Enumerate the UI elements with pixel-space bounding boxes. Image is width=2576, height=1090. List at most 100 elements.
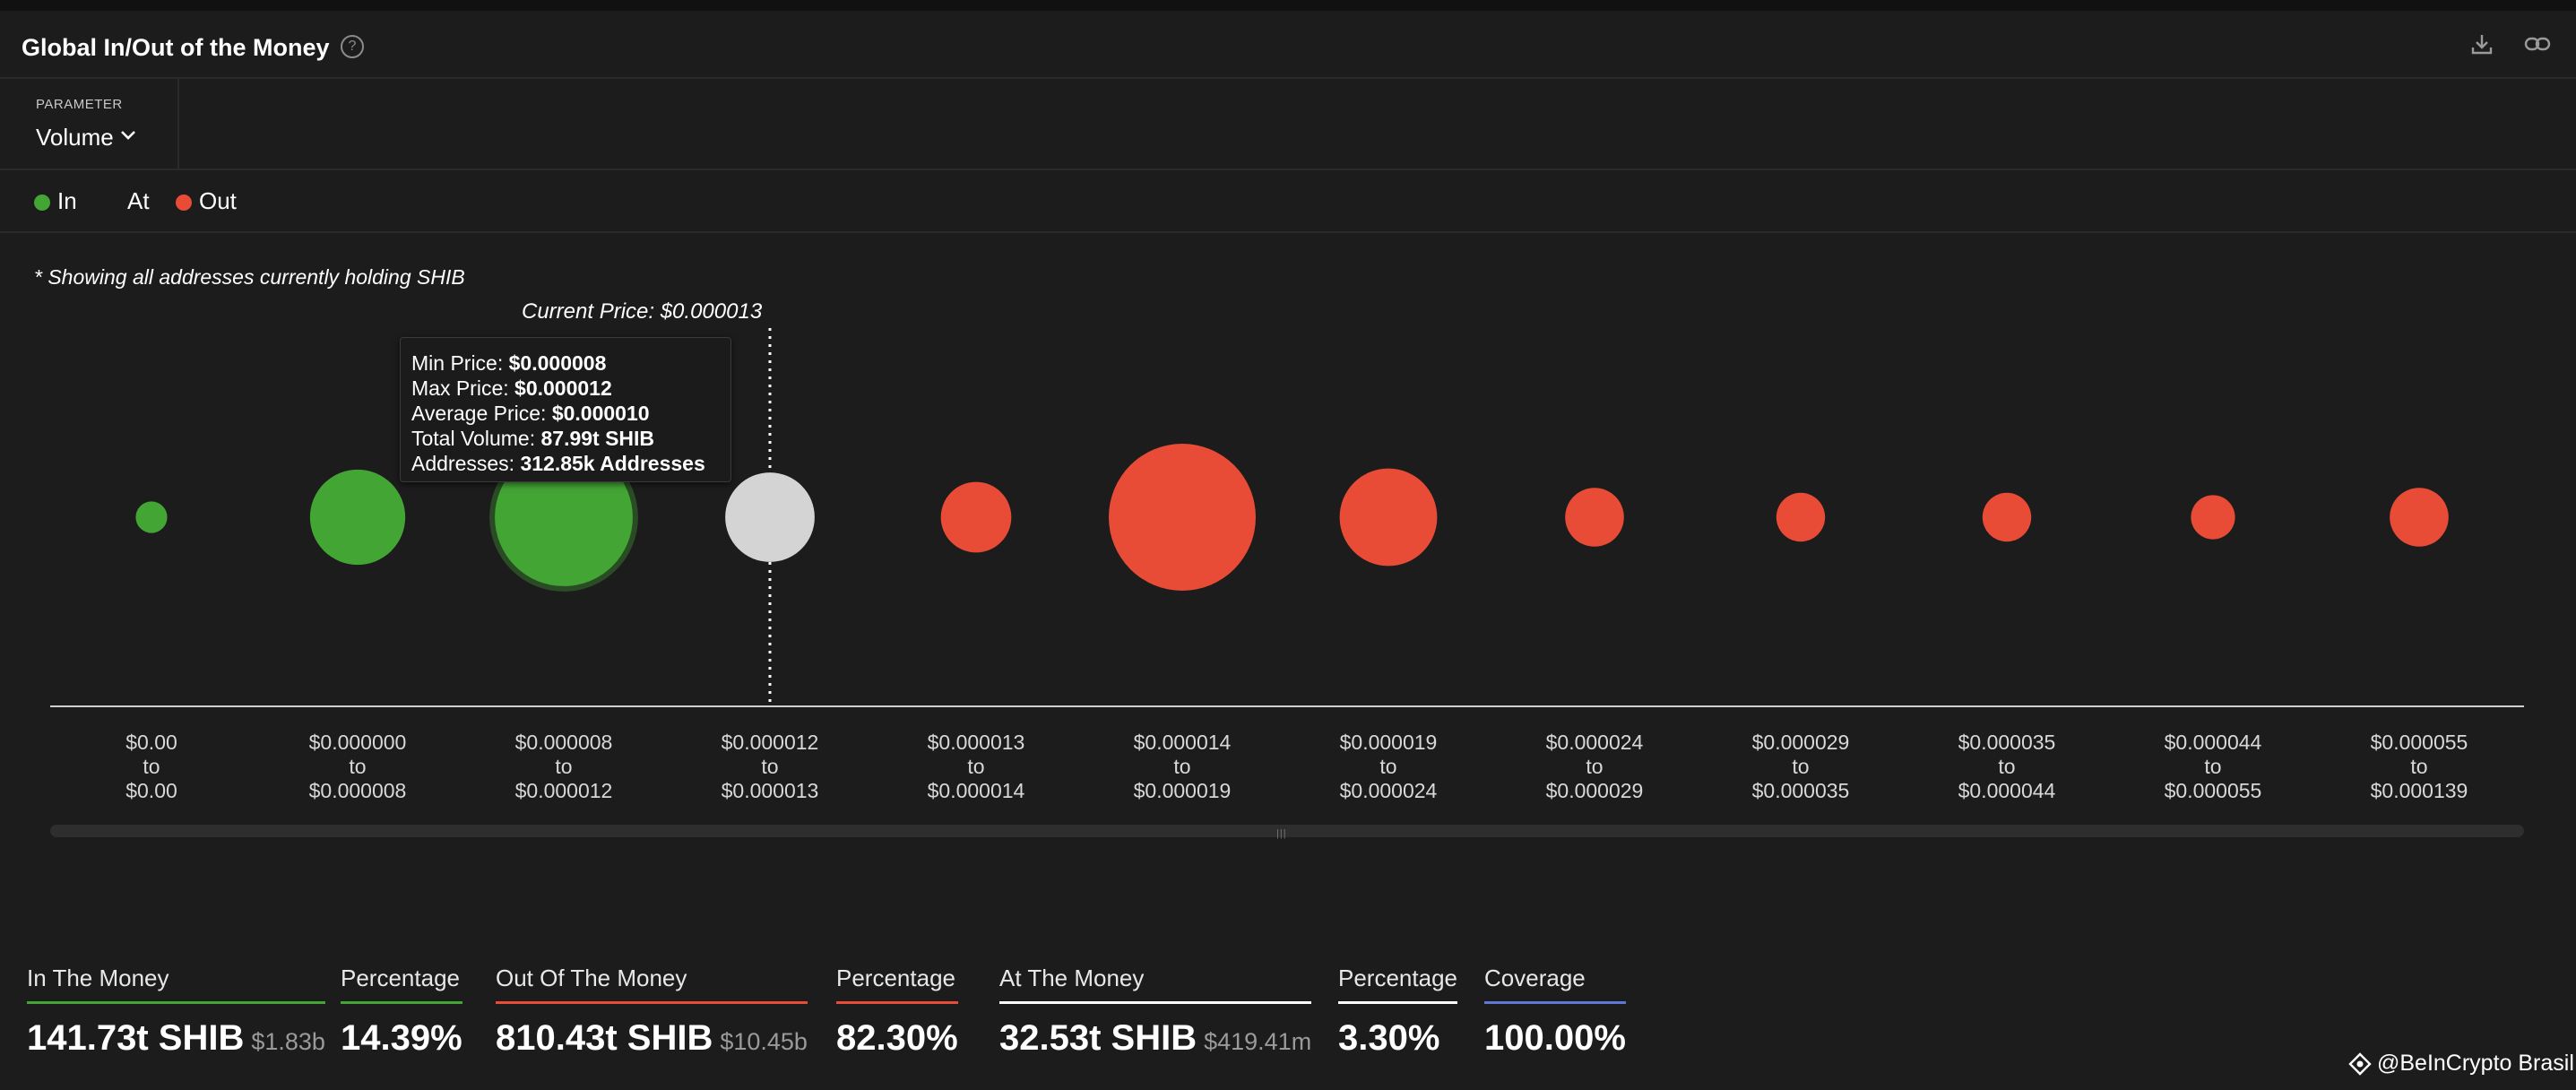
x-tick-label: to (761, 755, 778, 778)
legend: In At Out (0, 170, 2576, 233)
x-tick-label: to (1379, 755, 1396, 778)
stat-value: 82.30% (836, 1018, 958, 1058)
scrollbar-grip-icon[interactable]: ||| (1276, 828, 1287, 839)
link-icon[interactable] (2524, 32, 2551, 56)
x-tick-label: to (967, 755, 984, 778)
x-tick-label: to (1792, 755, 1809, 778)
x-tick-label: to (2204, 755, 2221, 778)
bubble-out-4[interactable] (940, 481, 1012, 553)
stat-label: Percentage (1338, 965, 1457, 1004)
tooltip-average-price: Average Price: $0.000010 (411, 402, 650, 425)
x-tick-label: $0.000024 (1546, 731, 1644, 754)
x-tick-label: $0.000014 (1134, 731, 1232, 754)
stat-label: Percentage (836, 965, 958, 1004)
beincrypto-logo-icon (2348, 1052, 2372, 1077)
x-tick-label: to (1173, 755, 1190, 778)
x-tick-label: $0.000035 (1752, 779, 1850, 802)
current-price-label: Current Price: $0.000013 (522, 299, 763, 324)
legend-in-label[interactable]: In (57, 187, 77, 214)
x-tick-label: $0.000055 (2371, 731, 2468, 754)
parameter-value[interactable]: Volume (36, 124, 114, 151)
parameter-select[interactable]: PARAMETER Volume (0, 79, 179, 169)
stat-label: At The Money (999, 965, 1312, 1004)
bubble-out-7[interactable] (1565, 488, 1624, 547)
x-tick-label: $0.000013 (928, 731, 1025, 754)
x-tick-label: $0.000044 (2165, 731, 2262, 754)
x-tick-label: to (143, 755, 160, 778)
chart-scrollbar[interactable] (50, 825, 2524, 837)
stat-at-percentage: Percentage 3.30% (1338, 965, 1457, 1059)
bubble-tooltip: Min Price: $0.000008 Max Price: $0.00001… (400, 337, 731, 482)
stat-out-percentage: Percentage 82.30% (836, 965, 958, 1059)
stat-coverage: Coverage 100.00% (1484, 965, 1626, 1059)
bubble-in-1[interactable] (309, 469, 406, 566)
holdings-note: * Showing all addresses currently holdin… (34, 265, 465, 289)
legend-at-label[interactable]: At (127, 187, 150, 214)
legend-out-label[interactable]: Out (199, 187, 237, 214)
bubble-at-3[interactable] (725, 472, 815, 562)
stat-in-percentage: Percentage 14.39% (341, 965, 462, 1059)
tooltip-max-price: Max Price: $0.000012 (411, 376, 612, 400)
x-tick-label: $0.000008 (515, 731, 613, 754)
stat-out-of-the-money: Out Of The Money 810.43t SHIB $10.45b (496, 965, 808, 1059)
x-tick-label: $0.000035 (1958, 731, 2056, 754)
tooltip-min-price: Min Price: $0.000008 (411, 351, 607, 375)
x-tick-label: $0.000019 (1340, 731, 1438, 754)
x-tick-label: to (1998, 755, 2015, 778)
stat-label: In The Money (27, 965, 325, 1004)
x-tick-label: to (349, 755, 366, 778)
tooltip-addresses: Addresses: 312.85k Addresses (411, 452, 705, 475)
x-tick-label: $0.000014 (928, 779, 1025, 802)
download-icon[interactable] (2470, 32, 2494, 56)
bubble-out-11[interactable] (2390, 488, 2449, 547)
bubble-out-10[interactable] (2191, 495, 2235, 540)
bubble-in-0[interactable] (135, 501, 168, 533)
top-strip (0, 0, 2576, 11)
x-tick-label: to (555, 755, 572, 778)
x-tick-label: $0.000029 (1546, 779, 1644, 802)
x-tick-label: $0.000013 (722, 779, 819, 802)
stat-label: Percentage (341, 965, 462, 1004)
stat-value: 100.00% (1484, 1018, 1626, 1058)
stat-value: 3.30% (1338, 1018, 1440, 1058)
x-tick-label: $0.00 (125, 731, 177, 754)
stat-in-the-money: In The Money 141.73t SHIB $1.83b (27, 965, 325, 1059)
legend-in-dot (34, 195, 50, 211)
stat-label: Coverage (1484, 965, 1626, 1004)
legend-out-dot (176, 195, 192, 211)
x-tick-label: $0.000055 (2165, 779, 2262, 802)
bubble-out-9[interactable] (1982, 492, 2032, 542)
help-icon[interactable]: ? (341, 35, 364, 58)
stat-value: 141.73t SHIB $1.83b (27, 1018, 325, 1058)
x-tick-label: $0.000008 (309, 779, 407, 802)
parameter-bar: PARAMETER Volume (0, 79, 2576, 170)
x-tick-label: $0.000000 (309, 731, 407, 754)
watermark: @BeInCrypto Brasil (2348, 1051, 2574, 1077)
x-tick-label: to (1586, 755, 1603, 778)
x-tick-label: $0.000024 (1340, 779, 1438, 802)
chevron-down-icon[interactable] (120, 129, 136, 142)
x-tick-label: $0.000012 (722, 731, 819, 754)
x-tick-label: $0.000029 (1752, 731, 1850, 754)
page-title: Global In/Out of the Money (22, 34, 330, 61)
stat-value: 810.43t SHIB $10.45b (496, 1018, 808, 1058)
stat-at-the-money: At The Money 32.53t SHIB $419.41m (999, 965, 1312, 1059)
tooltip-total-volume: Total Volume: 87.99t SHIB (411, 427, 655, 450)
bubble-out-5[interactable] (1109, 444, 1256, 591)
watermark-text: @BeInCrypto Brasil (2377, 1051, 2574, 1076)
panel-header: Global In/Out of the Money ? (0, 11, 2576, 79)
x-tick-label: $0.000012 (515, 779, 613, 802)
bubble-out-8[interactable] (1776, 492, 1826, 542)
x-tick-label: $0.000019 (1134, 779, 1232, 802)
bubble-out-6[interactable] (1339, 468, 1438, 567)
stat-value: 32.53t SHIB $419.41m (999, 1018, 1312, 1058)
stat-value: 14.39% (341, 1018, 462, 1058)
x-tick-label: to (2410, 755, 2427, 778)
stat-label: Out Of The Money (496, 965, 808, 1004)
x-tick-label: $0.000044 (1958, 779, 2056, 802)
bubble-in-2[interactable] (495, 448, 633, 586)
x-tick-label: $0.00 (125, 779, 177, 802)
x-tick-label: $0.000139 (2371, 779, 2468, 802)
parameter-label: PARAMETER (36, 97, 123, 112)
